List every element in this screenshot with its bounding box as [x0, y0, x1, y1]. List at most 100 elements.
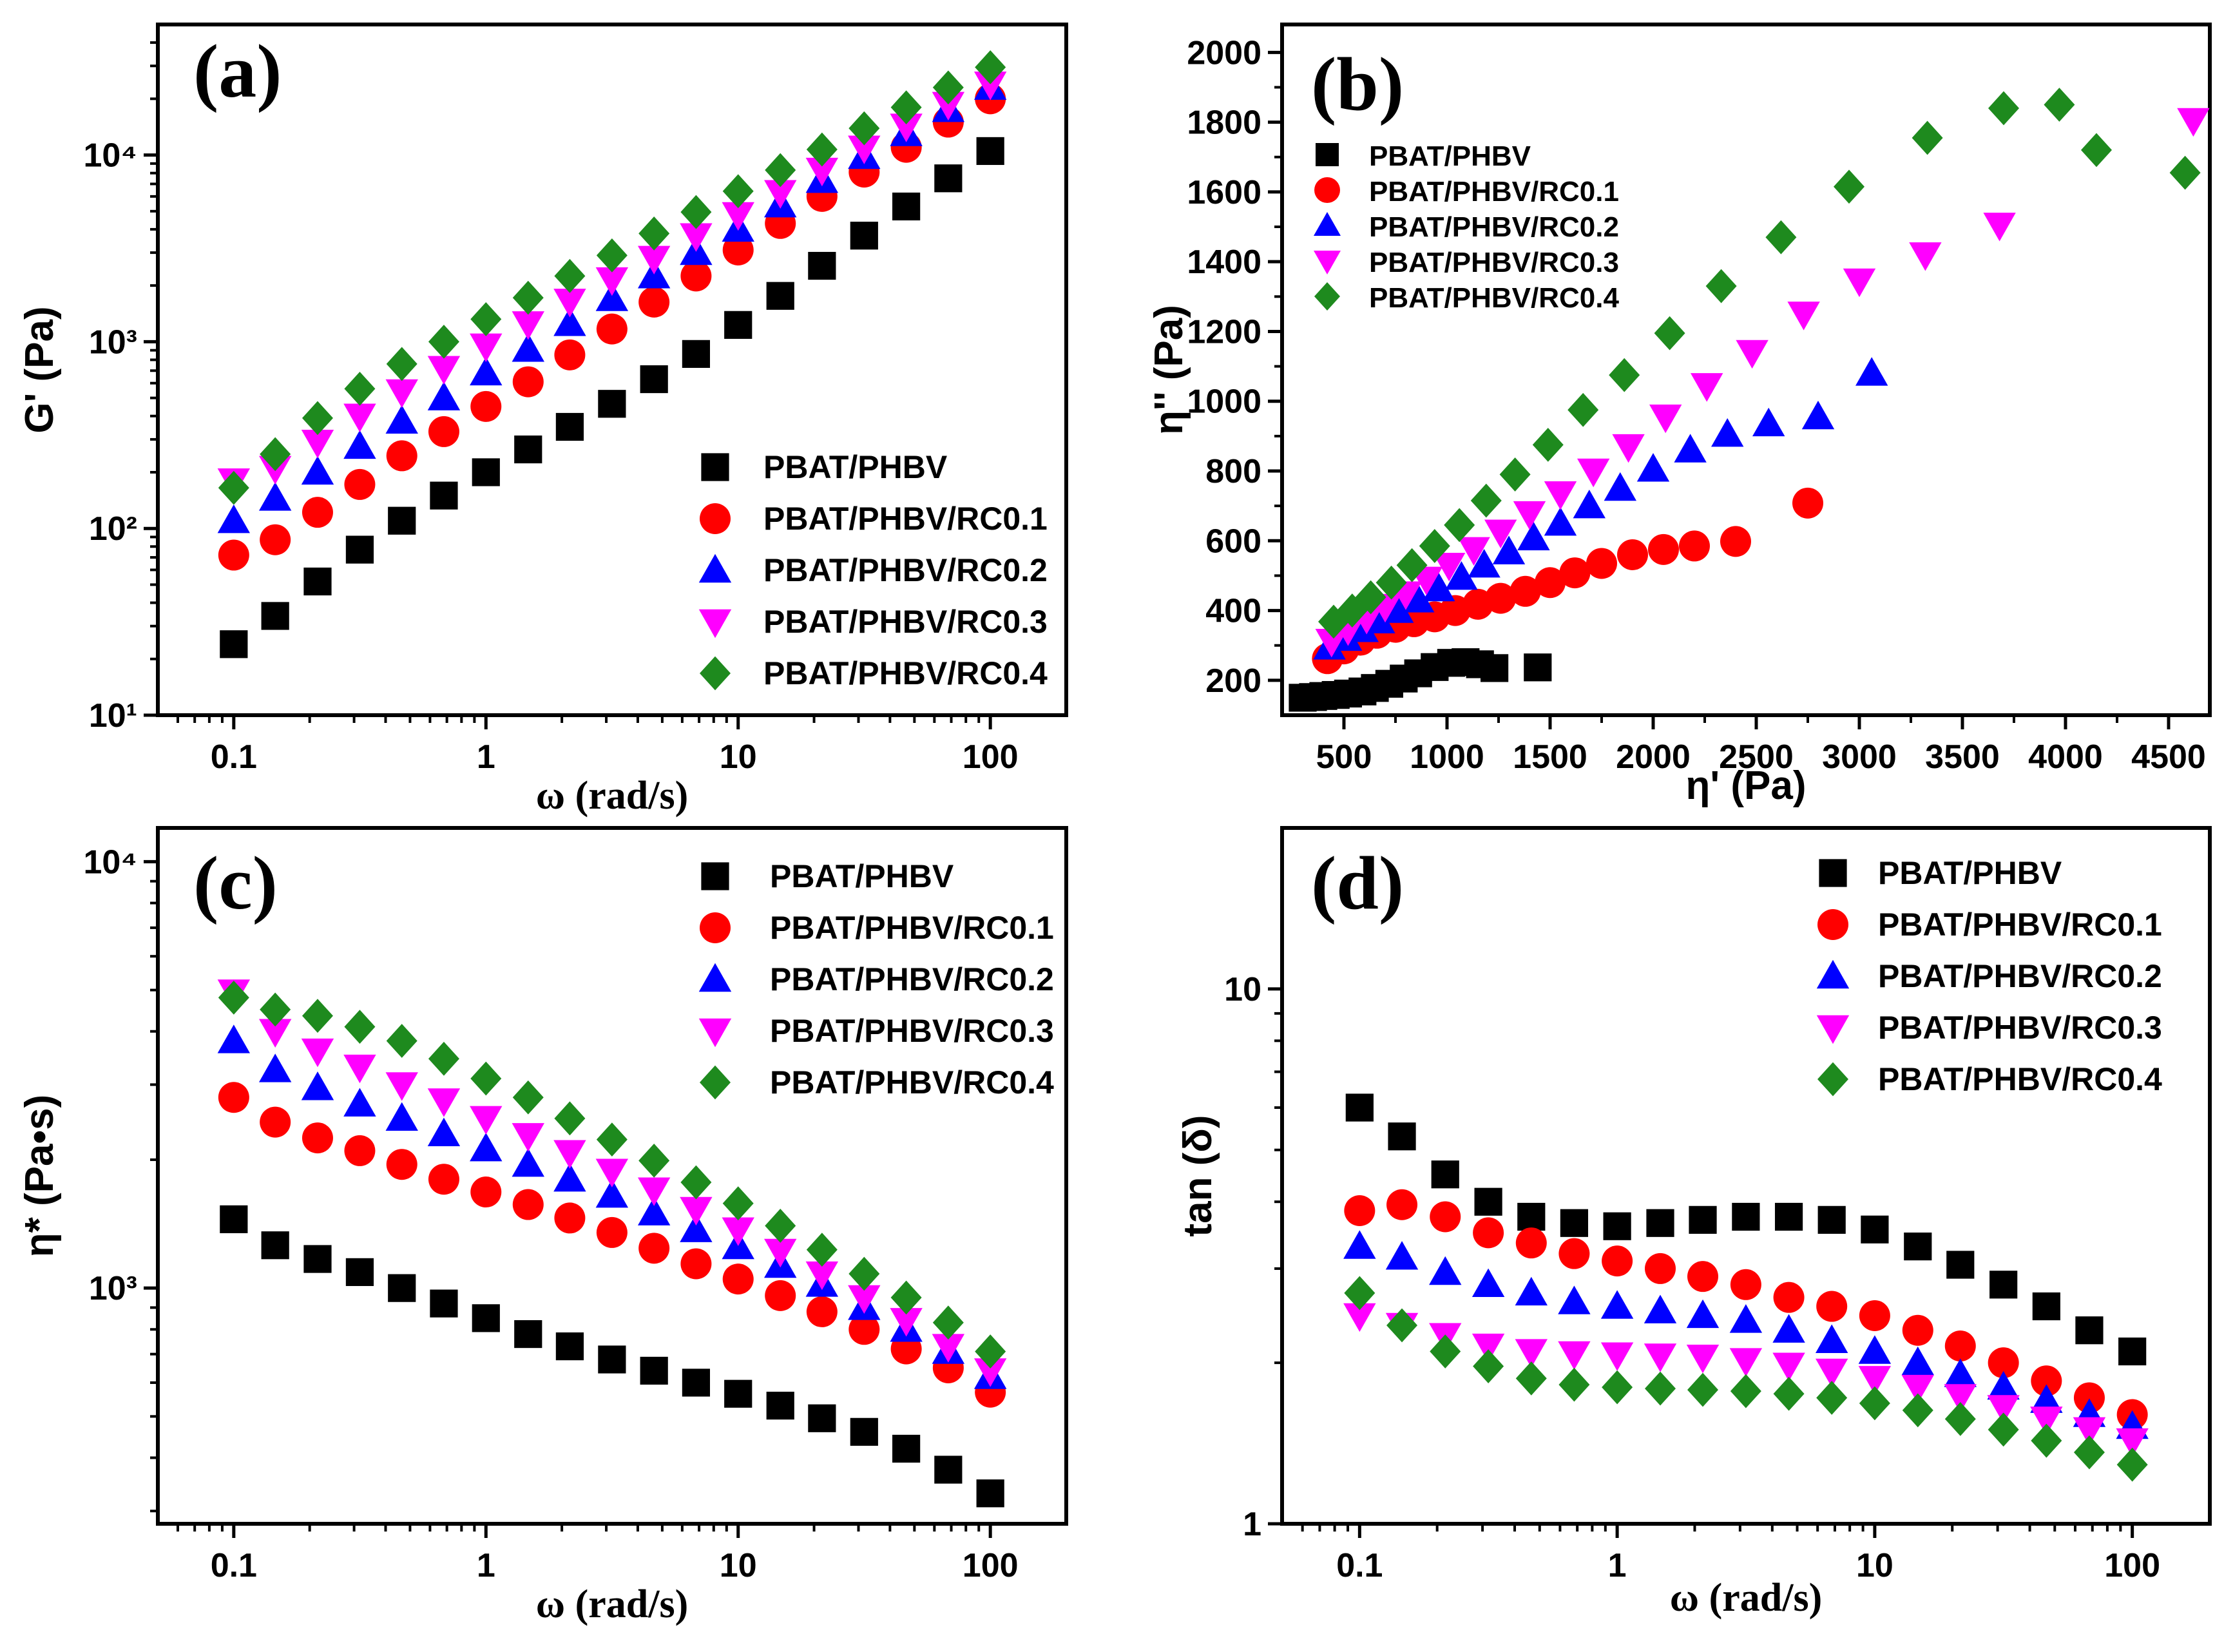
legend-label-a-4: PBAT/PHBV/RC0.4: [763, 655, 1048, 691]
legend-marker-c-3: [698, 1018, 732, 1048]
y-tick-label-d-0: 1: [1243, 1506, 1261, 1543]
data-point-d-4-15: [1988, 1412, 2019, 1447]
data-point-c-1-8: [554, 1202, 586, 1234]
legend-label-a-0: PBAT/PHBV: [763, 449, 948, 485]
legend-marker-d-0: [1819, 859, 1847, 887]
data-point-d-2-12: [1858, 1335, 1892, 1364]
legend-marker-a-4: [700, 656, 731, 691]
data-point-d-2-6: [1600, 1290, 1634, 1319]
data-point-a-1-6: [470, 390, 502, 422]
data-point-a-3-10: [637, 245, 671, 274]
legend-label-c-0: PBAT/PHBV: [770, 858, 954, 894]
data-point-c-0-6: [472, 1304, 500, 1332]
data-point-d-3-3: [1471, 1333, 1505, 1363]
data-point-a-1-4: [386, 440, 417, 472]
legend-marker-b-4: [1314, 282, 1340, 311]
data-point-d-4-18: [2116, 1447, 2148, 1482]
data-point-c-3-11: [680, 1196, 713, 1226]
data-point-d-0-5: [1560, 1209, 1589, 1237]
legend-a: PBAT/PHBV PBAT/PHBV/RC0.1 PBAT/PHBV/RC0.2 P…: [698, 449, 1048, 691]
data-point-c-2-9: [595, 1179, 629, 1208]
data-point-a-4-3: [344, 371, 376, 406]
y-axis-title-d: tan (δ): [1176, 1115, 1220, 1236]
data-point-d-2-8: [1686, 1299, 1720, 1329]
x-tick-label-b-1: 1000: [1410, 738, 1484, 776]
legend-label-d-0: PBAT/PHBV: [1878, 855, 2062, 891]
y-tick-label-b-5: 1200: [1187, 313, 1261, 351]
x-tick-label-c-1: 1: [477, 1547, 495, 1584]
legend-marker-d-2: [1816, 959, 1850, 989]
legend-label-c-3: PBAT/PHBV/RC0.3: [770, 1013, 1054, 1049]
data-point-a-0-7: [514, 435, 542, 464]
data-point-b-2-17: [1752, 407, 1785, 437]
data-point-c-4-0: [218, 980, 249, 1015]
x-tick-label-d-1: 1: [1608, 1547, 1627, 1584]
data-point-c-1-3: [344, 1135, 376, 1166]
data-point-a-4-7: [512, 280, 544, 315]
data-point-c-2-7: [512, 1148, 544, 1177]
data-point-b-3-9: [1513, 501, 1546, 530]
data-point-a-3-8: [553, 289, 586, 318]
data-point-a-0-15: [850, 222, 878, 250]
data-point-d-0-11: [1817, 1205, 1846, 1234]
panel-label-d: (d): [1311, 841, 1404, 925]
data-point-a-3-6: [470, 333, 503, 363]
data-point-b-0-14: [1481, 654, 1509, 682]
data-point-b-2-11: [1544, 507, 1577, 536]
plot-frame-c: [156, 826, 1068, 1526]
data-point-c-4-12: [722, 1186, 754, 1221]
data-point-c-3-10: [637, 1177, 671, 1206]
data-point-a-0-12: [724, 311, 753, 339]
data-point-c-2-2: [301, 1071, 334, 1100]
data-point-d-2-15: [1987, 1370, 2020, 1400]
data-point-b-1-12: [1559, 557, 1591, 589]
data-point-a-3-18: [973, 72, 1007, 101]
data-point-d-0-4: [1517, 1202, 1546, 1231]
data-point-c-4-10: [638, 1143, 670, 1178]
legend-marker-a-1: [700, 503, 731, 534]
data-point-b-2-12: [1573, 489, 1606, 519]
data-point-d-1-0: [1344, 1195, 1376, 1227]
y-tick-label-b-8: 1800: [1187, 104, 1261, 142]
data-point-d-2-14: [1944, 1358, 1977, 1387]
data-point-d-3-5: [1558, 1341, 1591, 1370]
data-point-b-4-20: [2169, 155, 2201, 190]
data-point-d-1-6: [1602, 1245, 1633, 1277]
data-point-c-0-15: [850, 1417, 878, 1446]
series-d-0: [1345, 1093, 2147, 1366]
series-c-3: [217, 979, 1007, 1387]
data-point-d-2-4: [1515, 1276, 1548, 1306]
data-point-d-2-5: [1558, 1285, 1591, 1314]
data-point-c-0-9: [598, 1345, 626, 1374]
series-c-4: [218, 980, 1006, 1369]
data-point-d-1-13: [1902, 1314, 1933, 1346]
series-b-0: [1289, 648, 1552, 712]
legend-label-a-3: PBAT/PHBV/RC0.3: [763, 604, 1048, 640]
data-point-a-4-17: [932, 70, 964, 105]
plot-frame-d: [1280, 826, 2212, 1526]
data-point-d-3-15: [1987, 1395, 2020, 1424]
data-point-d-3-8: [1686, 1345, 1720, 1374]
data-point-c-4-6: [470, 1061, 502, 1096]
data-point-c-1-1: [260, 1106, 291, 1138]
y-tick-label-b-2: 600: [1205, 523, 1261, 560]
data-point-c-2-3: [343, 1088, 376, 1117]
data-point-c-1-12: [722, 1263, 754, 1295]
data-point-d-4-9: [1730, 1374, 1761, 1408]
data-point-c-4-5: [428, 1041, 459, 1076]
legend-label-d-3: PBAT/PHBV/RC0.3: [1878, 1010, 2162, 1046]
data-point-a-3-3: [343, 403, 376, 432]
data-point-d-1-15: [1988, 1347, 2019, 1379]
data-point-b-3-13: [1649, 404, 1682, 434]
y-tick-label-a-2: 10³: [89, 323, 137, 361]
data-point-a-4-12: [722, 174, 754, 209]
data-point-c-3-4: [385, 1072, 418, 1101]
data-point-d-0-8: [1689, 1205, 1717, 1234]
data-point-d-0-10: [1774, 1202, 1803, 1231]
data-point-a-1-7: [512, 366, 544, 398]
data-point-d-3-12: [1858, 1366, 1892, 1395]
x-axis-title-c: ω (rad/s): [536, 1582, 688, 1626]
data-point-b-2-8: [1468, 548, 1500, 578]
data-point-b-3-0: [1315, 629, 1348, 658]
data-point-b-4-16: [1912, 120, 1943, 155]
